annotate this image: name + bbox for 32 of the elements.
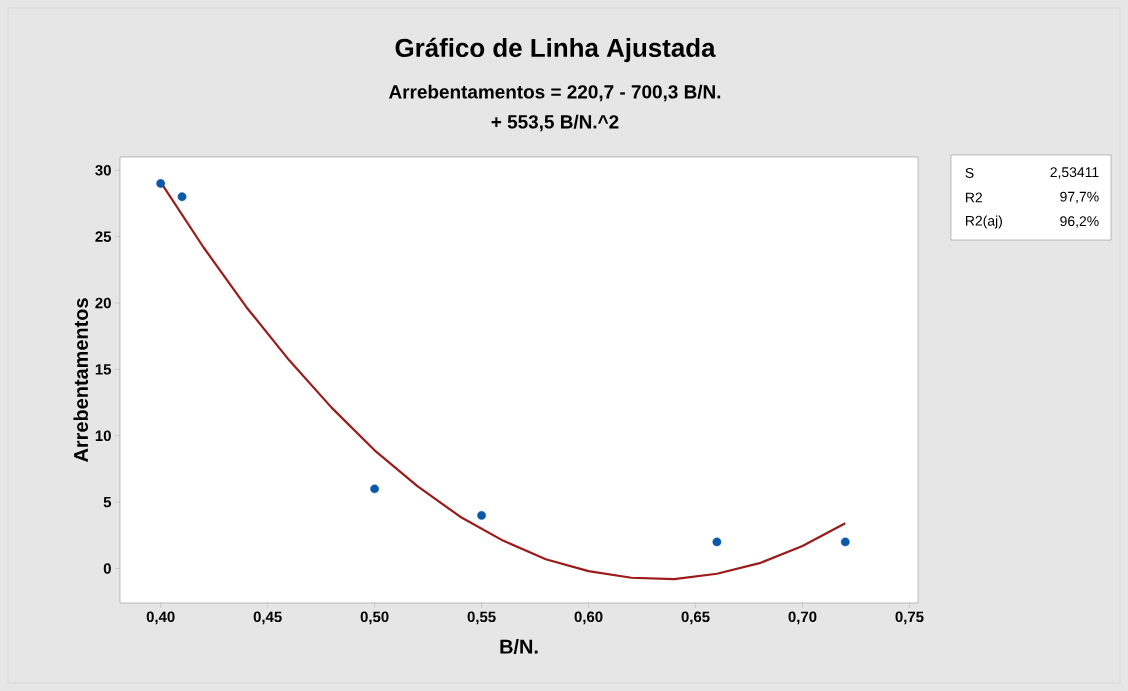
point bbox=[712, 537, 722, 547]
x-tick-label: 0,55 bbox=[467, 611, 496, 625]
text: 97,7% bbox=[1060, 191, 1099, 204]
x-tick-label: 0,50 bbox=[360, 611, 389, 625]
text: R2(aj) bbox=[965, 215, 1002, 229]
text: R2 bbox=[965, 192, 982, 203]
x-tick-label: 0,60 bbox=[574, 611, 603, 625]
y-tick-label: 25 bbox=[95, 231, 112, 242]
x-tick-label: 0,65 bbox=[681, 611, 710, 625]
point bbox=[370, 484, 379, 494]
chart-subtitle: Arrebentamentos = 220,7 - 700,3 B/N. bbox=[388, 84, 721, 102]
y-tick-label: 10 bbox=[95, 430, 111, 442]
y-axis-title: Arrebentamentos bbox=[73, 298, 89, 462]
chart-title: Gráfico de Linha Ajustada bbox=[395, 37, 716, 63]
text: + 553,5 B/N.^2 bbox=[491, 114, 619, 132]
text: 96,2% bbox=[1060, 216, 1099, 228]
y-tick-label: 20 bbox=[95, 297, 111, 309]
x-tick-label: 0,70 bbox=[788, 611, 817, 625]
x-tick-label: 0,45 bbox=[253, 611, 282, 625]
y-tick-label: 5 bbox=[103, 496, 112, 508]
point bbox=[156, 179, 166, 188]
y-tick-label: 0 bbox=[103, 563, 111, 574]
x-axis-title: B/N. bbox=[500, 639, 538, 654]
point bbox=[177, 192, 187, 202]
text: 2,53411 bbox=[1050, 167, 1099, 179]
y-tick-label: 15 bbox=[95, 364, 112, 375]
text: S bbox=[965, 168, 974, 178]
point bbox=[840, 537, 850, 547]
y-tick-label: 30 bbox=[95, 164, 111, 176]
x-tick-label: 0,75 bbox=[895, 611, 924, 625]
x-tick-label: 0,40 bbox=[146, 611, 175, 625]
point bbox=[477, 511, 486, 520]
